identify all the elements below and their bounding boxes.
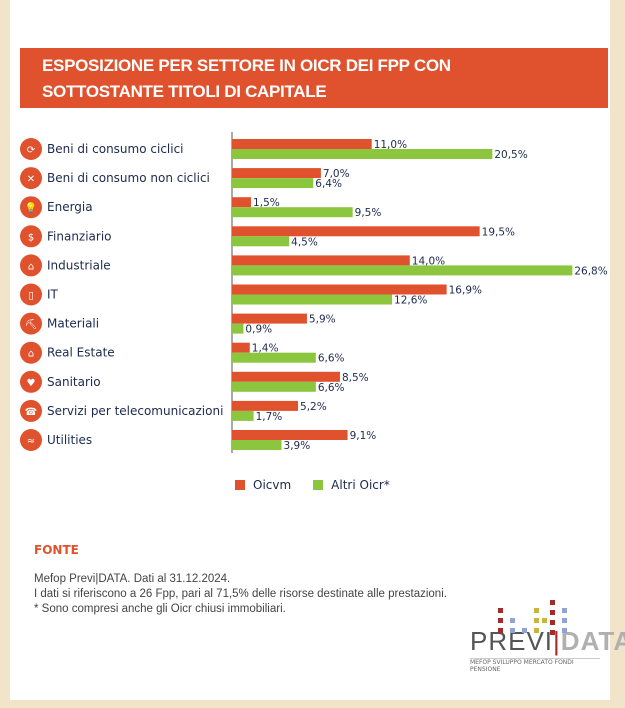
legend: Oicvm Altri Oicr* bbox=[235, 478, 390, 492]
bar-oicvm bbox=[232, 430, 348, 440]
bar-oicvm bbox=[232, 139, 372, 149]
bar-oicvm bbox=[232, 226, 480, 237]
bar-chart: ⟳ Beni di consumo ciclici 11,0% 20,5% ✕ Beni … bbox=[20, 132, 608, 453]
data-label: 5,2% bbox=[300, 401, 327, 413]
legend-oicvm: Oicvm bbox=[235, 478, 291, 492]
category-label: Beni di consumo non ciclici bbox=[47, 171, 210, 185]
category-icon-glyph: $ bbox=[28, 232, 34, 243]
category-label: Real Estate bbox=[47, 346, 115, 360]
category-icon-glyph: ✕ bbox=[27, 174, 35, 185]
source-notes: Mefop Previ|DATA. Dati al 31.12.2024. I d… bbox=[34, 573, 447, 615]
category-label: Servizi per telecomunicazioni bbox=[47, 404, 223, 418]
category-icon-glyph: ♥ bbox=[27, 378, 36, 389]
category-icon bbox=[20, 341, 42, 364]
category-icon bbox=[20, 225, 42, 248]
category-icon-glyph: ▯ bbox=[28, 291, 34, 302]
category-label: Sanitario bbox=[47, 375, 101, 389]
category-icon bbox=[20, 312, 42, 335]
data-label: 26,8% bbox=[574, 265, 607, 277]
legend-altri: Altri Oicr* bbox=[313, 478, 390, 492]
category-label: IT bbox=[47, 288, 59, 302]
category-icon bbox=[20, 370, 42, 393]
data-label: 20,5% bbox=[494, 149, 527, 161]
bar-oicvm bbox=[232, 168, 321, 179]
category-icon-glyph: ⌂ bbox=[28, 349, 34, 360]
category-label: Industriale bbox=[47, 258, 111, 272]
category-icon bbox=[20, 254, 42, 277]
data-label: 12,6% bbox=[394, 295, 427, 307]
bar-altri bbox=[232, 178, 314, 189]
card bbox=[10, 0, 610, 700]
data-label: 5,9% bbox=[309, 314, 336, 326]
data-label: 6,6% bbox=[318, 382, 345, 394]
category-icon bbox=[20, 196, 42, 219]
data-label: 19,5% bbox=[482, 226, 515, 238]
data-label: 9,1% bbox=[350, 430, 377, 442]
category-icon-glyph: ≈ bbox=[27, 436, 35, 447]
chart-title: ESPOSIZIONE PER SETTORE IN OICR DEI FPP … bbox=[20, 48, 608, 108]
data-label: 6,4% bbox=[315, 178, 342, 190]
bar-altri bbox=[232, 294, 393, 305]
bar-oicvm bbox=[232, 255, 410, 266]
category-icon bbox=[20, 429, 42, 451]
data-label: 16,9% bbox=[449, 285, 482, 297]
category-label: Utilities bbox=[47, 433, 92, 447]
bar-altri bbox=[232, 352, 316, 363]
data-label: 9,5% bbox=[355, 207, 382, 219]
category-icon-glyph: 💡 bbox=[25, 201, 37, 214]
data-label: 3,9% bbox=[284, 440, 311, 452]
bar-altri bbox=[232, 236, 290, 247]
data-label: 8,5% bbox=[342, 372, 369, 384]
bar-oicvm bbox=[232, 342, 250, 353]
data-label: 1,7% bbox=[256, 411, 283, 423]
data-label: 1,4% bbox=[252, 343, 279, 355]
category-label: Energia bbox=[47, 200, 93, 214]
title-line-1: ESPOSIZIONE PER SETTORE IN OICR DEI FPP … bbox=[42, 56, 451, 75]
category-icon bbox=[20, 138, 42, 160]
category-icon bbox=[20, 399, 42, 422]
bar-oicvm bbox=[232, 197, 252, 208]
bar-altri bbox=[232, 323, 244, 334]
logo-dots-icon bbox=[498, 600, 567, 635]
category-icon-glyph: ☎ bbox=[25, 407, 37, 418]
data-label: 7,0% bbox=[323, 168, 350, 180]
bar-altri bbox=[232, 440, 282, 450]
bar-oicvm bbox=[232, 400, 299, 411]
data-label: 1,5% bbox=[253, 197, 280, 209]
bar-oicvm bbox=[232, 371, 340, 382]
category-label: Beni di consumo ciclici bbox=[47, 142, 184, 156]
data-label: 11,0% bbox=[374, 139, 407, 151]
bar-altri bbox=[232, 381, 316, 392]
bar-oicvm bbox=[232, 284, 447, 295]
category-icon-glyph: ⌂ bbox=[28, 261, 34, 272]
bar-altri bbox=[232, 207, 353, 218]
category-icon bbox=[20, 283, 42, 306]
category-icon bbox=[20, 167, 42, 190]
category-label: Materiali bbox=[47, 317, 99, 331]
previdata-logo: PREVI|DATA MEFOP SVILUPPO MERCATO FONDI … bbox=[470, 598, 625, 673]
bar-oicvm bbox=[232, 313, 307, 324]
bar-altri bbox=[232, 265, 573, 276]
data-label: 6,6% bbox=[318, 353, 345, 365]
data-label: 0,9% bbox=[245, 324, 272, 336]
bar-altri bbox=[232, 149, 493, 159]
category-icon-glyph: ⟳ bbox=[27, 145, 36, 156]
data-label: 4,5% bbox=[291, 236, 318, 248]
category-label: Finanziario bbox=[47, 229, 112, 243]
bar-altri bbox=[232, 410, 254, 421]
source-heading: FONTE bbox=[34, 543, 79, 557]
category-icon-glyph: ⛏ bbox=[25, 319, 38, 331]
title-line-2: SOTTOSTANTE TITOLI DI CAPITALE bbox=[42, 82, 327, 101]
data-label: 14,0% bbox=[412, 255, 445, 267]
